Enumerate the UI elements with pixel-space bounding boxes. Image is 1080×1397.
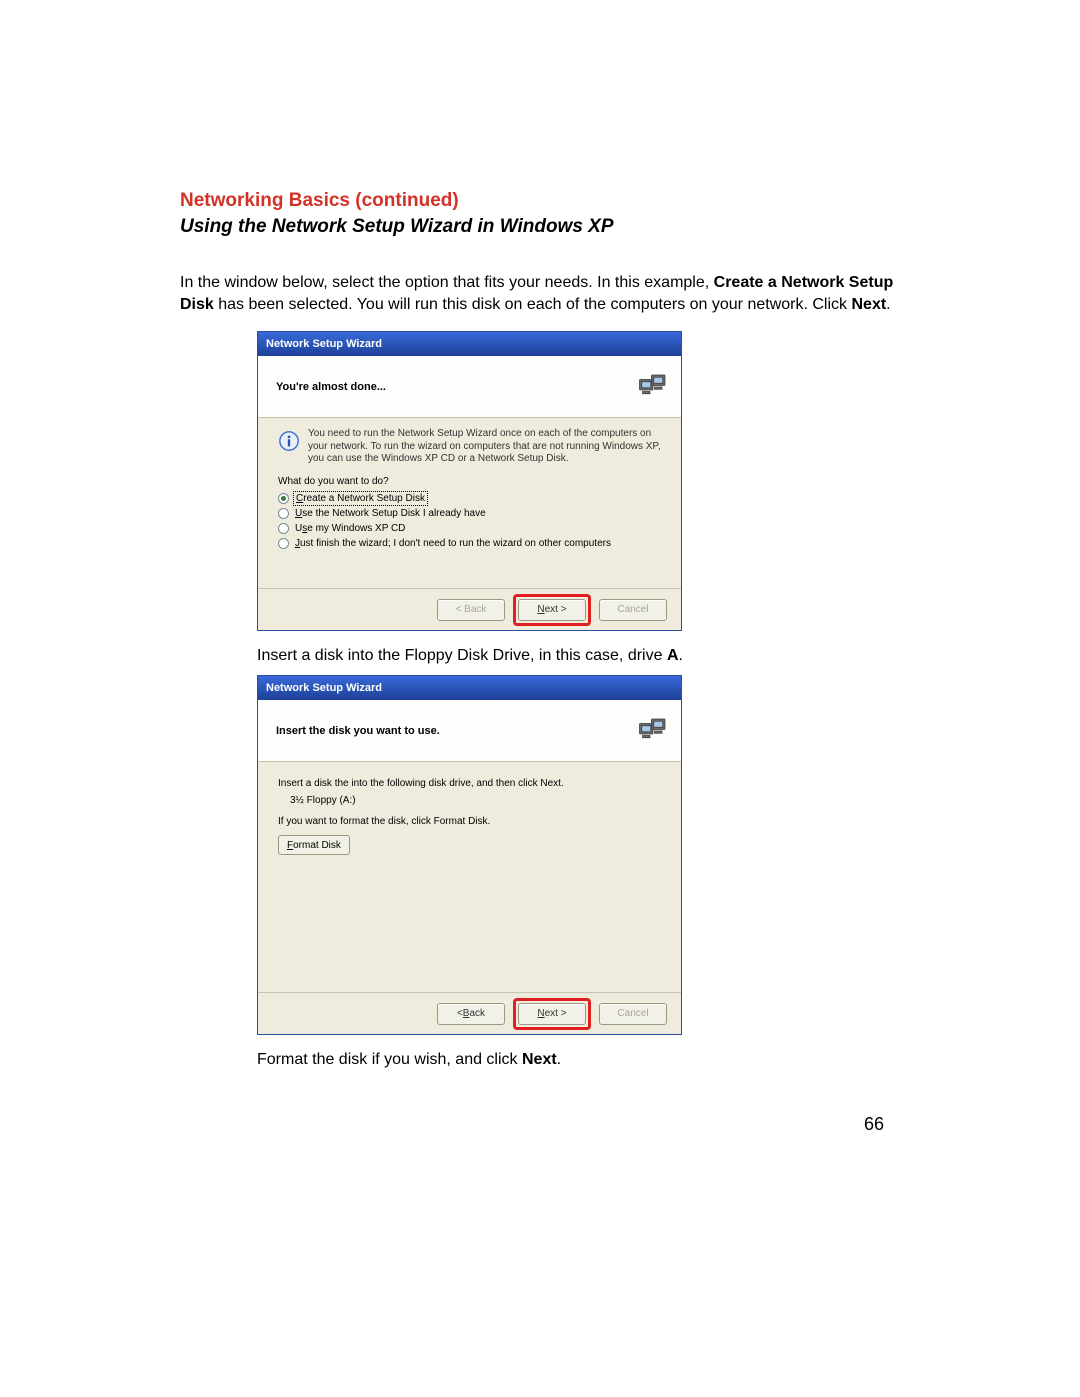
info-row: You need to run the Network Setup Wizard…: [278, 428, 661, 466]
wizard2-body: Insert a disk the into the following dis…: [258, 762, 681, 992]
wizard1-titlebar[interactable]: Network Setup Wizard: [258, 332, 681, 356]
wizard2-titlebar[interactable]: Network Setup Wizard: [258, 676, 681, 700]
next-button-highlight: Next >: [513, 594, 591, 626]
wizard2-title: Network Setup Wizard: [266, 682, 382, 694]
radio-icon: [278, 493, 289, 504]
wizard2-footer: < Back Next > Cancel: [258, 992, 681, 1034]
radio-icon: [278, 508, 289, 519]
wizard2-banner: Insert the disk you want to use.: [258, 700, 681, 762]
page-number: 66: [864, 1114, 884, 1135]
caption-2: Format the disk if you wish, and click N…: [257, 1051, 900, 1069]
cancel-button[interactable]: Cancel: [599, 599, 667, 621]
radio-label: Just finish the wizard; I don't need to …: [295, 538, 611, 549]
radio-icon: [278, 538, 289, 549]
radio-option-use-existing-disk[interactable]: Use the Network Setup Disk I already hav…: [278, 508, 661, 519]
wizard2-line2: If you want to format the disk, click Fo…: [278, 816, 661, 827]
wizard-window-2: Network Setup Wizard Insert the disk you…: [257, 675, 682, 1035]
wizard-window-1: Network Setup Wizard You're almost done.…: [257, 331, 682, 631]
radio-option-just-finish[interactable]: Just finish the wizard; I don't need to …: [278, 538, 661, 549]
intro-bold-2: Next: [851, 296, 886, 313]
radio-option-use-xp-cd[interactable]: Use my Windows XP CD: [278, 523, 661, 534]
wizard1-title: Network Setup Wizard: [266, 338, 382, 350]
back-button[interactable]: < Back: [437, 1003, 505, 1025]
radio-label: Use my Windows XP CD: [295, 523, 405, 534]
intro-text-1: In the window below, select the option t…: [180, 274, 714, 291]
intro-text-3: .: [886, 296, 890, 313]
format-disk-button[interactable]: Format Disk: [278, 835, 350, 855]
next-button[interactable]: Next >: [518, 1003, 586, 1025]
wizard2-drive: 3½ Floppy (A:): [290, 795, 661, 806]
radio-icon: [278, 523, 289, 534]
info-icon: [278, 430, 300, 452]
wizard1-footer: < Back Next > Cancel: [258, 588, 681, 630]
wizard1-prompt: What do you want to do?: [278, 476, 661, 487]
network-computers-icon: [635, 713, 671, 749]
wizard1-banner-title: You're almost done...: [276, 381, 386, 393]
wizard1-banner: You're almost done...: [258, 356, 681, 418]
next-button[interactable]: Next >: [518, 599, 586, 621]
cancel-button[interactable]: Cancel: [599, 1003, 667, 1025]
wizard1-info-text: You need to run the Network Setup Wizard…: [308, 428, 661, 466]
network-computers-icon: [635, 369, 671, 405]
next-button-highlight: Next >: [513, 998, 591, 1030]
wizard2-banner-title: Insert the disk you want to use.: [276, 725, 440, 737]
back-button[interactable]: < Back: [437, 599, 505, 621]
document-page: Networking Basics (continued) Using the …: [180, 190, 900, 1069]
intro-paragraph: In the window below, select the option t…: [180, 272, 900, 315]
heading-subtitle: Using the Network Setup Wizard in Window…: [180, 216, 900, 238]
radio-label: Use the Network Setup Disk I already hav…: [295, 508, 486, 519]
radio-label: Create a Network Setup Disk: [295, 493, 426, 504]
wizard2-line1: Insert a disk the into the following dis…: [278, 778, 661, 789]
caption-1: Insert a disk into the Floppy Disk Drive…: [257, 647, 900, 665]
wizard1-body: You need to run the Network Setup Wizard…: [258, 418, 681, 588]
heading-red: Networking Basics (continued): [180, 190, 900, 212]
intro-text-2: has been selected. You will run this dis…: [214, 296, 852, 313]
radio-option-create-disk[interactable]: Create a Network Setup Disk: [278, 493, 661, 504]
